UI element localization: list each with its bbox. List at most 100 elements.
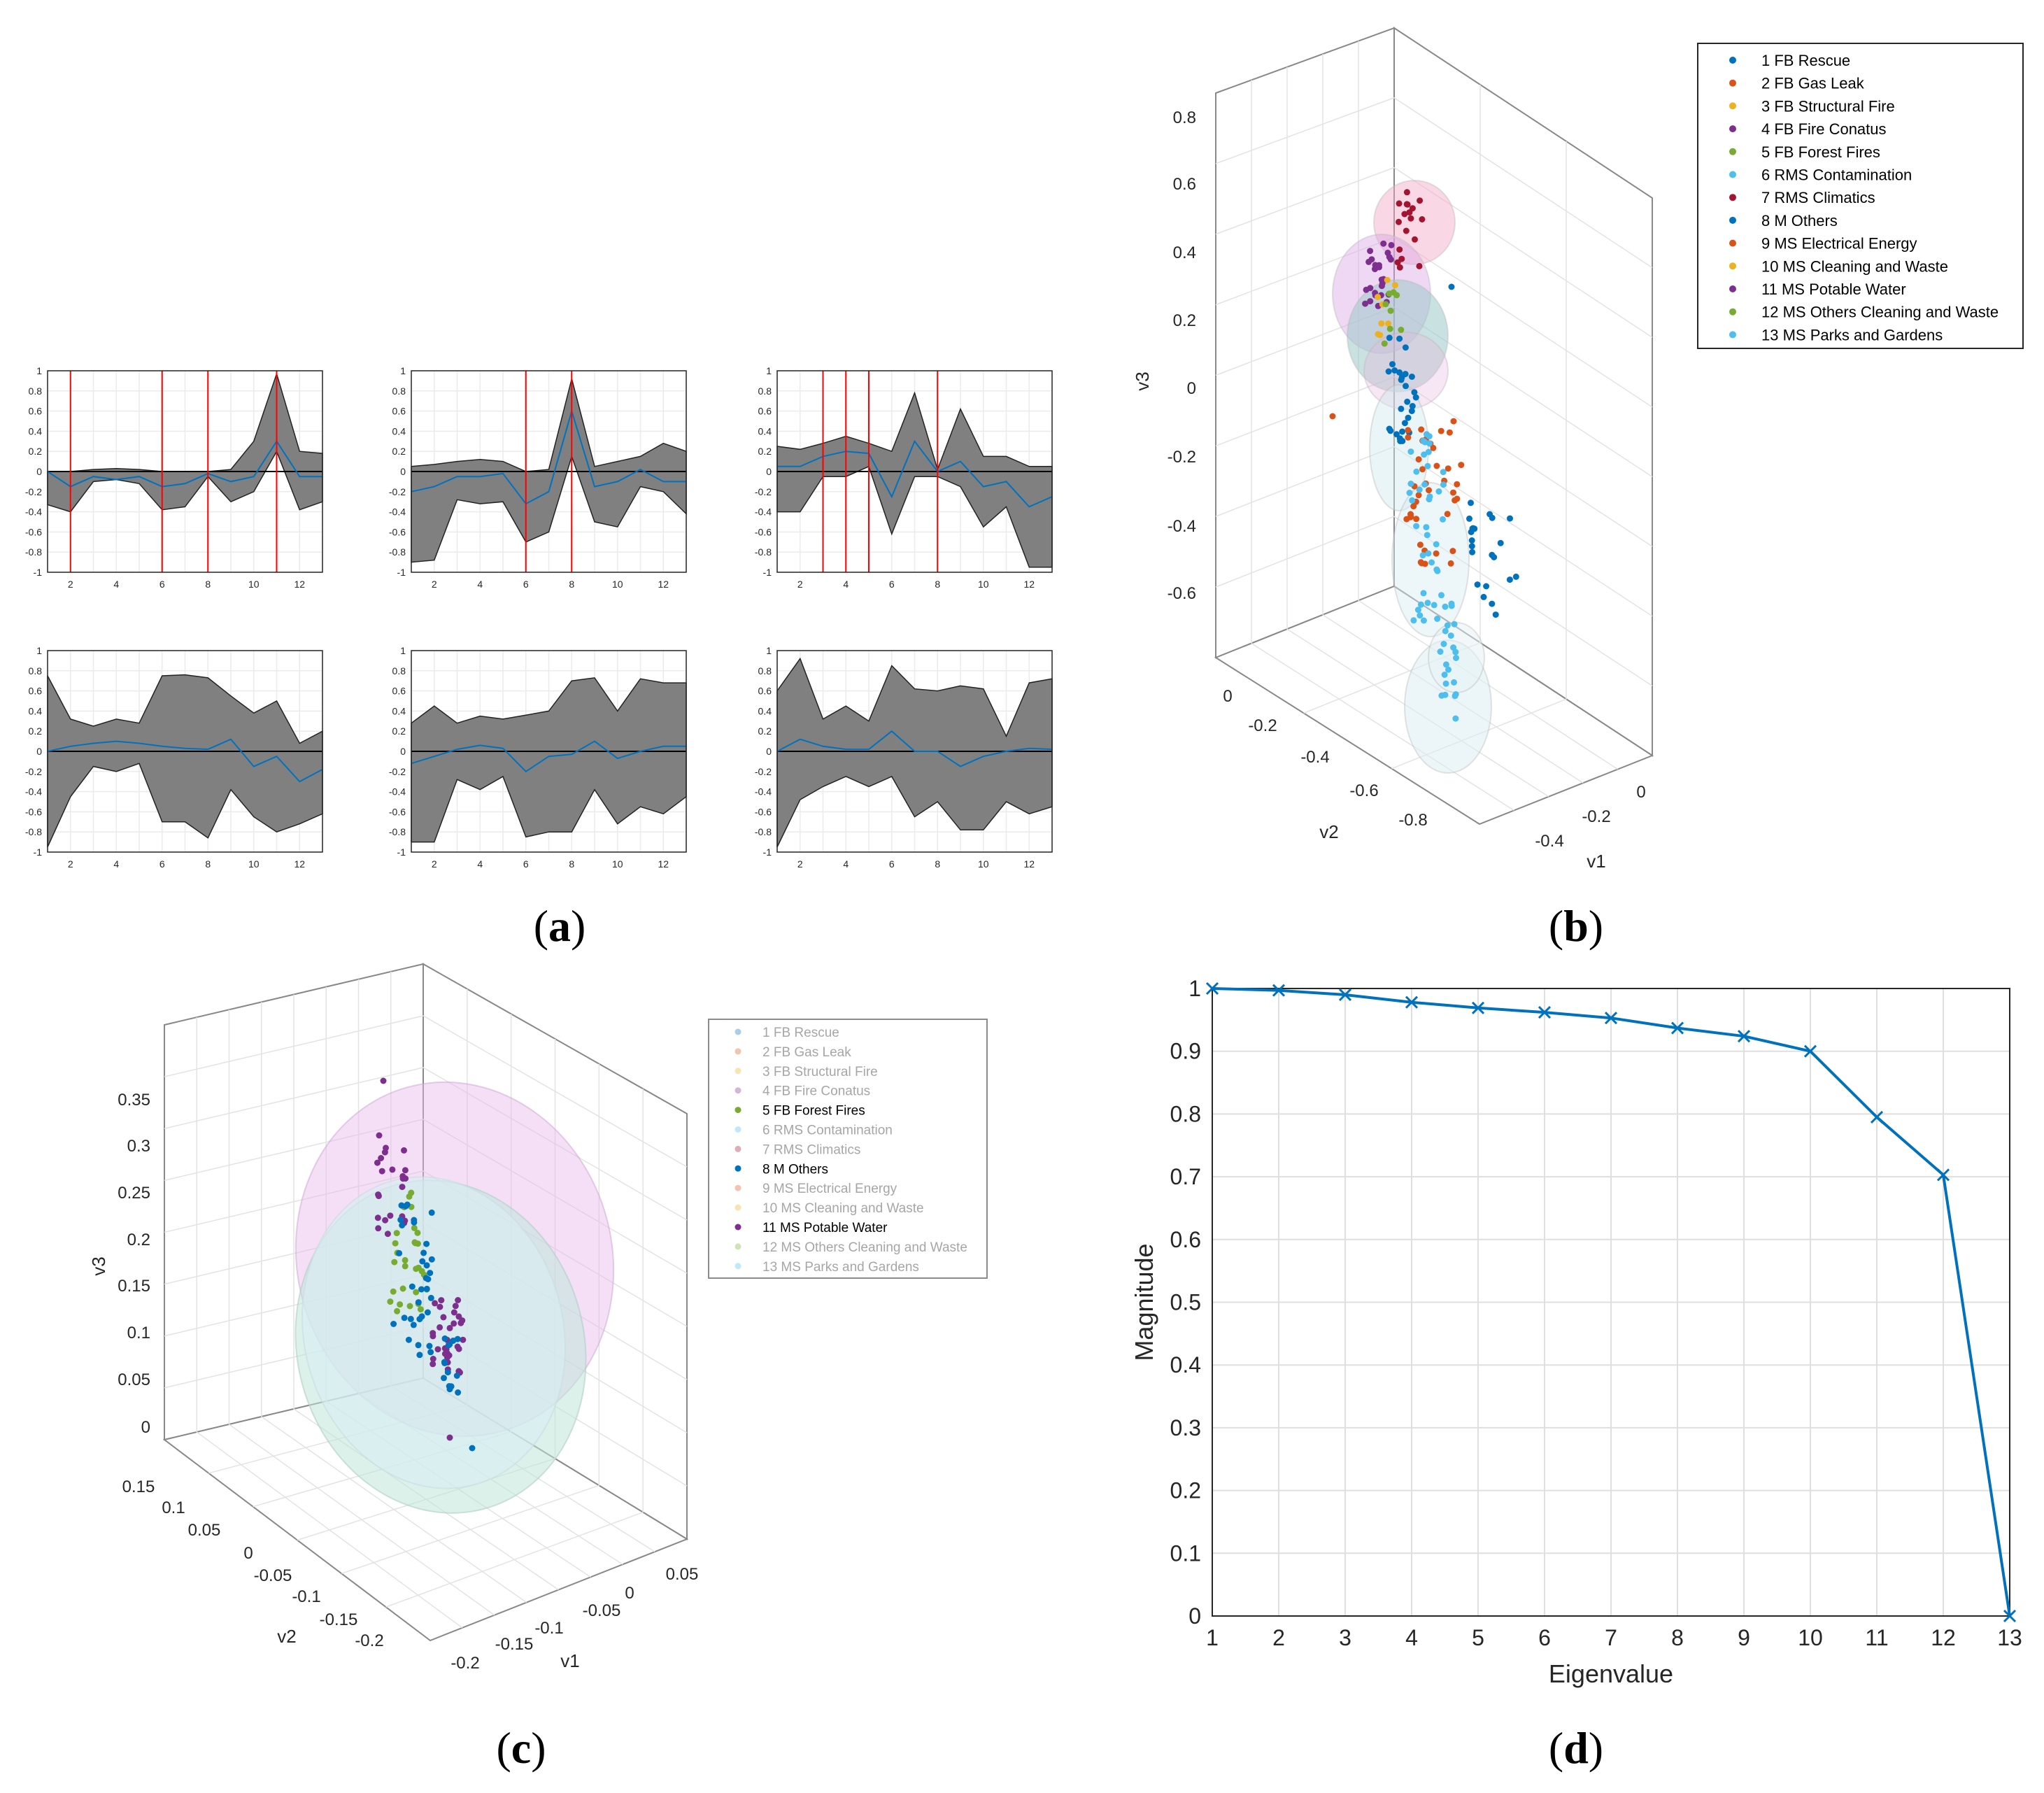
scatter-point [1445, 465, 1452, 472]
legend-label: 2 FB Gas Leak [762, 1045, 851, 1060]
scatter-point [1396, 264, 1403, 271]
scatter-point [1417, 601, 1424, 608]
scatter-point [1384, 276, 1391, 283]
y-tick-label: -0.8 [389, 826, 406, 837]
y-tick-label: -1 [397, 846, 406, 858]
scatter-point [1414, 607, 1421, 614]
scatter-point [389, 1166, 396, 1173]
scatter-point [1384, 249, 1391, 256]
legend-label: 9 MS Electrical Energy [1761, 235, 1917, 253]
scatter-point [1409, 403, 1416, 409]
z-tick-label: 0 [141, 1418, 150, 1437]
scatter-point [1468, 499, 1474, 506]
y-tick-label: 0.6 [29, 686, 43, 697]
scatter-point [390, 1288, 397, 1295]
scatter-point [1442, 661, 1449, 668]
marker-stroke [1272, 984, 1286, 997]
subplot-frame [47, 370, 323, 573]
scatter-point [414, 1240, 421, 1247]
grid-line [1215, 97, 1395, 164]
panel-b-3d-scatter: 0.8 0.6 0.4 0.2 0 -0.2 -0.4 -0.6 v3 0 -0.2 -0.4 -0.6… [1132, 27, 2024, 872]
y-tick-label: 0.2 [758, 725, 772, 737]
scatter-point [1399, 428, 1406, 435]
legend-marker [1729, 239, 1736, 247]
scatter-point [378, 1155, 385, 1161]
scatter-point [1420, 590, 1427, 597]
legend-marker [734, 1263, 741, 1270]
x-tick-label: 10 [1798, 1625, 1823, 1650]
x-tick-label: 12 [658, 579, 669, 590]
y-tick-label: -0.6 [389, 526, 406, 537]
legend-marker [1729, 285, 1736, 292]
scatter-point [1385, 320, 1392, 327]
scatter-point [1512, 573, 1519, 580]
scatter-point [1426, 433, 1433, 440]
scatter-point [1492, 611, 1499, 618]
data-point-marker [1471, 1001, 1485, 1014]
scatter-point [1474, 581, 1481, 588]
legend-b: 1 FB Rescue 2 FB Gas Leak 3 FB Structural … [1697, 43, 2024, 349]
scatter-point [427, 1270, 434, 1277]
x-tick-label: 2 [432, 579, 437, 590]
scatter-point [1413, 516, 1420, 523]
y-tick-label: 0.2 [758, 446, 772, 457]
scatter-point [401, 1147, 407, 1154]
y-tick-label: 0.8 [758, 385, 772, 397]
scatter-point [1329, 413, 1336, 420]
scatter-point [374, 1159, 381, 1166]
x-tick-label: 10 [612, 858, 623, 870]
z-tick-label: 0.35 [118, 1091, 150, 1110]
v2-tick-label: -0.4 [1300, 748, 1329, 767]
y-tick-label: 0.8 [1170, 1101, 1201, 1126]
scatter-point [408, 1189, 415, 1196]
x-tick-label: 12 [294, 579, 305, 590]
x-tick-label: 6 [159, 858, 165, 870]
legend-label: 4 FB Fire Conatus [762, 1084, 870, 1099]
marker-stroke [1405, 995, 1419, 1009]
scatter-point [423, 1285, 430, 1292]
caption-a: (a) [534, 901, 586, 951]
y-tick-label: 0.6 [392, 406, 406, 417]
scatter-point [1375, 331, 1382, 338]
mean-line [776, 730, 1053, 767]
scatter-point [1387, 256, 1394, 263]
scatter-point [399, 1285, 406, 1292]
z-tick-label: 0.4 [1173, 243, 1196, 262]
x-tick-label: 8 [935, 858, 940, 870]
y-tick-label: -0.4 [755, 506, 772, 518]
scatter-point [1421, 451, 1428, 458]
scatter-point [1453, 655, 1459, 661]
scatter-point [1404, 201, 1411, 208]
scatter-point [1486, 511, 1493, 518]
scatter-point [1489, 600, 1496, 607]
scatter-point [390, 1321, 397, 1327]
scatter-point [1407, 511, 1414, 518]
data-point-marker [1737, 1030, 1751, 1043]
v2-tick-label: -0.05 [254, 1566, 292, 1585]
x-tick-label: 4 [1405, 1625, 1418, 1650]
x-tick-label: 6 [1538, 1625, 1551, 1650]
grid-line [1393, 97, 1653, 269]
y-tick-label: 0.6 [392, 686, 406, 697]
z-axis-label: v3 [1132, 371, 1153, 390]
v1-tick-label: -0.1 [534, 1619, 563, 1638]
y-tick-label: -0.6 [389, 806, 406, 817]
scatter-point [430, 1356, 437, 1362]
scatter-point [1375, 294, 1381, 300]
caption-c: (c) [496, 1723, 546, 1773]
grid-line [1215, 236, 1395, 306]
scatter-point [1362, 300, 1369, 307]
data-point-marker [1936, 1168, 1950, 1182]
y-tick-label: 0.4 [758, 425, 772, 437]
scatter-point [394, 1307, 401, 1314]
scatter-point [1403, 227, 1410, 234]
legend-marker [1729, 102, 1736, 110]
marker-stroke [1936, 1168, 1950, 1182]
scatter-point [1438, 592, 1445, 599]
scatter-point [1391, 367, 1398, 374]
y-tick-label: -0.4 [25, 506, 42, 518]
scatter-point [1404, 398, 1411, 405]
legend-marker [734, 1087, 741, 1094]
scatter-point [391, 1259, 398, 1266]
y-tick-label: -0.8 [755, 546, 772, 558]
